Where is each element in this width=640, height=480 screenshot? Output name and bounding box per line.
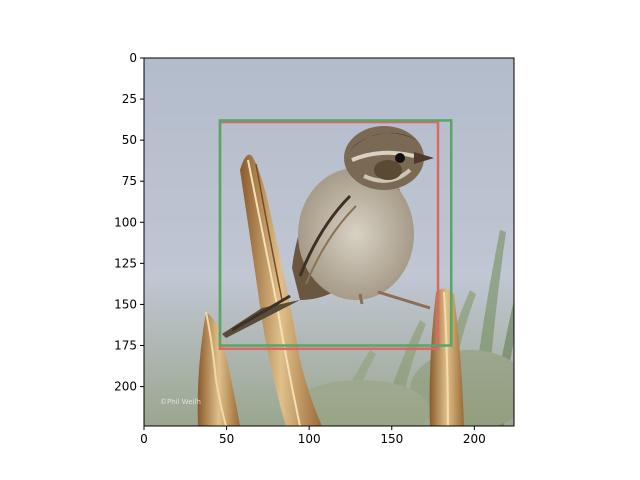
y-tick-label: 175 [114, 339, 137, 353]
photo: ©Phil Weilh [144, 58, 514, 426]
y-tick-label: 50 [122, 133, 137, 147]
bounding-boxes [218, 119, 453, 351]
left-stalk [197, 311, 240, 426]
y-tick-label: 200 [114, 380, 137, 394]
y-tick-label: 0 [129, 51, 137, 65]
x-tick-label: 200 [463, 432, 486, 446]
y-tick-label: 100 [114, 215, 137, 229]
x-tick-label: 0 [140, 432, 148, 446]
x-tick-label: 100 [298, 432, 321, 446]
y-tick-label: 75 [122, 174, 137, 188]
main-stalk [240, 154, 322, 426]
y-tick-label: 150 [114, 297, 137, 311]
x-tick-label: 150 [380, 432, 403, 446]
green-box [218, 119, 453, 347]
watermark: ©Phil Weilh [160, 398, 201, 406]
x-tick-label: 50 [219, 432, 234, 446]
x-axis: 0 50 100 150 200 [140, 426, 486, 446]
y-axis: 0 25 50 75 100 125 150 175 200 [114, 51, 144, 394]
y-tick-label: 125 [114, 256, 137, 270]
y-tick-label: 25 [122, 92, 137, 106]
sparrow [222, 126, 434, 338]
axes-frame [143, 57, 515, 427]
